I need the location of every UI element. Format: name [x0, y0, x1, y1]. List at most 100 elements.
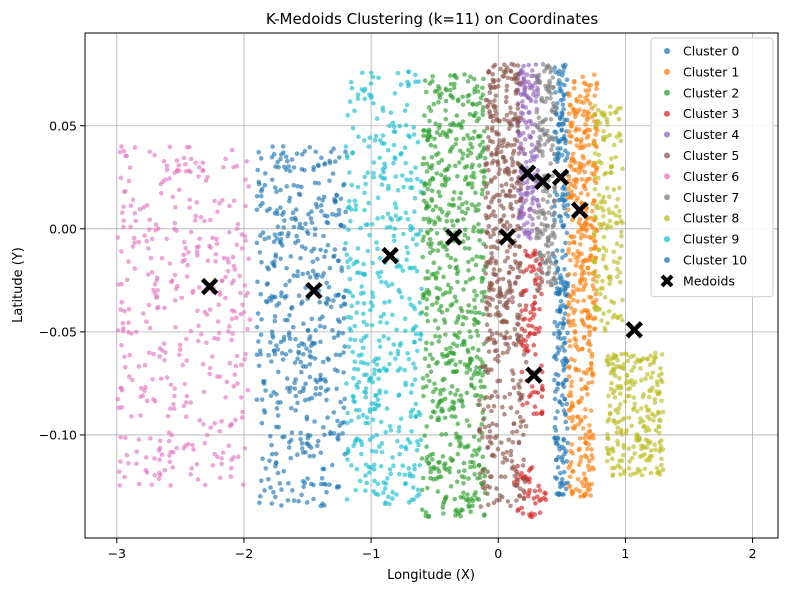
cluster-8-point — [604, 185, 610, 191]
cluster-4-point — [529, 190, 534, 195]
cluster-2-point — [466, 92, 472, 98]
cluster-9-point — [409, 265, 414, 271]
cluster-3-point — [531, 496, 537, 501]
cluster-8-point — [618, 138, 624, 144]
cluster-5-point — [515, 477, 521, 483]
cluster-2-point — [426, 105, 432, 110]
cluster-8-point — [622, 399, 628, 404]
cluster-6-point — [230, 254, 236, 260]
cluster-2-point — [469, 165, 475, 170]
cluster-9-point — [346, 344, 351, 350]
cluster-4-point — [521, 79, 527, 84]
medoid-marker — [200, 277, 219, 296]
cluster-9-point — [374, 432, 380, 438]
cluster-1-point — [588, 83, 594, 88]
cluster-2-point — [419, 507, 425, 512]
cluster-2-point — [451, 122, 457, 128]
cluster-8-point — [608, 165, 614, 170]
cluster-5-point — [502, 394, 508, 400]
cluster-10-point — [331, 410, 337, 415]
cluster-10-point — [298, 437, 303, 442]
cluster-6-point — [132, 240, 137, 245]
cluster-10-point — [342, 344, 348, 349]
cluster-2-point — [423, 276, 428, 281]
cluster-2-point — [434, 476, 439, 482]
cluster-4-point — [522, 191, 527, 197]
cluster-10-point — [316, 196, 322, 201]
cluster-6-point — [240, 302, 245, 308]
cluster-8-point — [643, 437, 649, 443]
cluster-10-point — [269, 359, 274, 364]
cluster-10-point — [318, 247, 323, 253]
cluster-8-point — [599, 318, 604, 323]
cluster-0-point — [561, 408, 567, 414]
cluster-9-point — [413, 79, 418, 85]
cluster-2-point — [477, 310, 482, 316]
cluster-9-point — [351, 394, 356, 400]
cluster-8-point — [651, 418, 656, 423]
cluster-2-point — [474, 496, 480, 501]
cluster-9-point — [347, 99, 353, 104]
cluster-2-point — [465, 79, 471, 84]
cluster-9-point — [366, 144, 372, 149]
cluster-2-point — [440, 209, 445, 215]
cluster-5-point — [483, 244, 489, 250]
cluster-8-point — [607, 411, 613, 417]
cluster-2-point — [451, 223, 456, 228]
cluster-9-point — [402, 367, 408, 373]
cluster-9-point — [392, 129, 398, 135]
cluster-9-point — [384, 320, 390, 326]
cluster-6-point — [142, 233, 147, 238]
cluster-9-point — [380, 133, 386, 138]
cluster-6-point — [115, 282, 121, 287]
medoid-marker — [518, 164, 537, 182]
cluster-8-point — [627, 459, 632, 464]
cluster-6-point — [136, 437, 142, 442]
cluster-6-point — [237, 273, 242, 279]
cluster-10-point — [263, 466, 269, 471]
cluster-8-point — [611, 352, 616, 357]
cluster-0-point — [552, 396, 558, 402]
cluster-8-point — [605, 320, 610, 326]
cluster-9-point — [408, 390, 414, 395]
legend-label: Medoids — [683, 273, 735, 288]
cluster-8-point — [652, 355, 657, 360]
cluster-10-point — [258, 291, 264, 297]
cluster-8-point — [608, 277, 613, 282]
cluster-10-point — [322, 324, 327, 330]
cluster-5-point — [487, 108, 492, 114]
cluster-10-point — [274, 303, 280, 308]
cluster-10-point — [312, 232, 318, 238]
cluster-9-point — [353, 207, 358, 213]
cluster-6-point — [200, 160, 206, 166]
cluster-5-point — [504, 112, 510, 118]
cluster-9-point — [395, 187, 401, 193]
cluster-8-point — [620, 166, 625, 171]
cluster-9-point — [362, 174, 368, 180]
cluster-7-point — [536, 115, 542, 120]
cluster-5-point — [492, 62, 498, 68]
cluster-10-point — [300, 271, 306, 277]
cluster-1-point — [587, 127, 593, 133]
cluster-10-point — [332, 198, 338, 204]
cluster-9-point — [371, 174, 377, 180]
cluster-1-point — [578, 162, 584, 167]
cluster-10-point — [275, 470, 281, 476]
cluster-9-point — [397, 451, 403, 457]
cluster-6-point — [126, 306, 132, 312]
cluster-5-point — [485, 312, 491, 318]
cluster-6-point — [241, 482, 246, 487]
cluster-2-point — [457, 148, 463, 154]
cluster-10-point — [285, 158, 290, 164]
cluster-9-point — [354, 466, 360, 472]
cluster-2-point — [477, 370, 483, 375]
cluster-8-point — [617, 214, 622, 219]
cluster-6-point — [231, 263, 237, 269]
cluster-10-point — [266, 235, 272, 240]
cluster-2-point — [465, 153, 471, 158]
cluster-8-point — [592, 174, 598, 180]
cluster-10-point — [327, 482, 332, 487]
cluster-5-point — [491, 500, 497, 506]
cluster-3-point — [527, 488, 532, 493]
cluster-2-point — [426, 241, 431, 247]
